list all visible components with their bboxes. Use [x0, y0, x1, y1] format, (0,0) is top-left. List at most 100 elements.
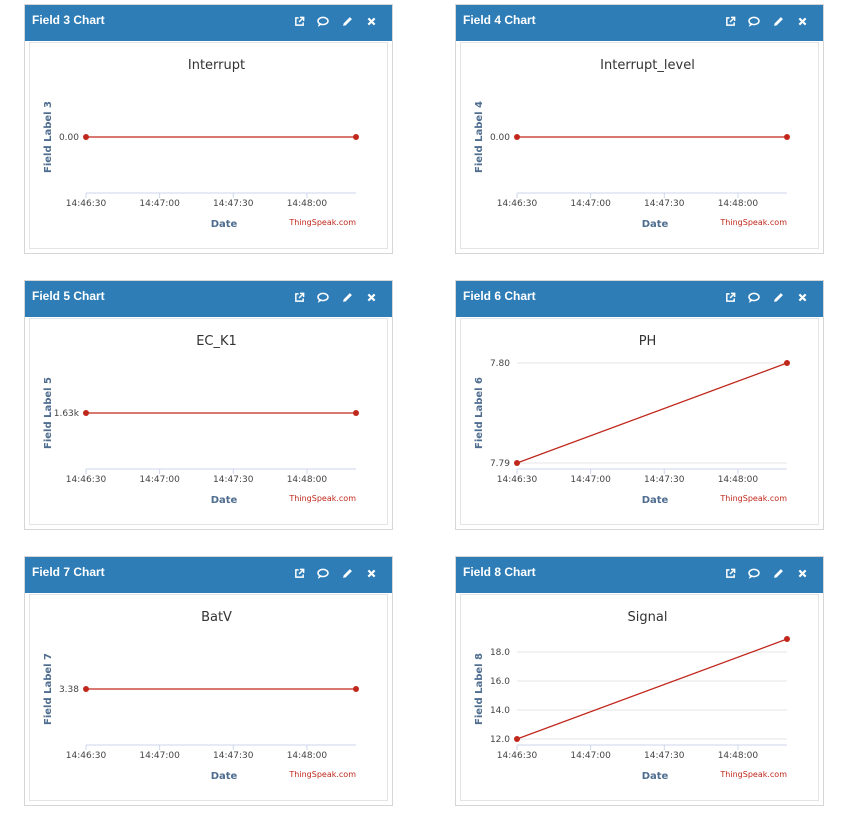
comment-button[interactable] — [747, 566, 761, 580]
chart-area: Interrupt_level Field Label 4 0.00 14:46:30… — [460, 42, 819, 249]
open-external-button[interactable] — [292, 566, 306, 580]
x-tick-label: 14:46:30 — [497, 751, 538, 761]
pencil-icon — [773, 568, 784, 579]
widget-title: Field 7 Chart — [32, 565, 105, 579]
x-tick-label: 14:48:00 — [718, 475, 759, 485]
y-axis-label: Field Label 3 — [43, 101, 54, 173]
x-tick-label: 14:46:30 — [66, 751, 107, 761]
data-point[interactable] — [514, 736, 520, 742]
edit-button[interactable] — [340, 290, 354, 304]
comment-icon — [317, 16, 329, 27]
y-tick-label: 1.63k — [54, 409, 80, 419]
widget-toolbar — [292, 566, 378, 580]
chart-area: BatV Field Label 7 3.38 14:46:30 14:47:00 14:… — [29, 594, 388, 801]
x-tick-label: 14:47:30 — [213, 751, 254, 761]
open-external-button[interactable] — [292, 14, 306, 28]
comment-button[interactable] — [747, 290, 761, 304]
data-point[interactable] — [784, 360, 790, 366]
y-axis-label: Field Label 7 — [43, 653, 54, 725]
close-button[interactable] — [364, 290, 378, 304]
close-button[interactable] — [795, 14, 809, 28]
line-chart: Interrupt_level Field Label 4 0.00 14:46:30… — [474, 58, 790, 230]
close-icon — [367, 293, 376, 302]
widget-title: Field 6 Chart — [463, 289, 536, 303]
edit-button[interactable] — [340, 14, 354, 28]
y-tick-label: 16.0 — [490, 677, 510, 687]
data-point[interactable] — [83, 410, 89, 416]
widget-toolbar — [723, 14, 809, 28]
thingspeak-credit-link[interactable]: ThingSpeak.com — [719, 494, 787, 503]
data-point[interactable] — [83, 134, 89, 140]
data-point[interactable] — [784, 134, 790, 140]
close-button[interactable] — [795, 566, 809, 580]
data-point[interactable] — [784, 636, 790, 642]
thingspeak-credit-link[interactable]: ThingSpeak.com — [288, 494, 356, 503]
edit-button[interactable] — [771, 14, 785, 28]
open-external-icon — [294, 16, 305, 27]
comment-button[interactable] — [316, 290, 330, 304]
edit-button[interactable] — [771, 566, 785, 580]
x-tick-label: 14:47:00 — [570, 751, 611, 761]
close-button[interactable] — [364, 566, 378, 580]
y-axis-label: Field Label 4 — [474, 101, 485, 173]
data-point[interactable] — [514, 134, 520, 140]
thingspeak-credit-link[interactable]: ThingSpeak.com — [288, 218, 356, 227]
thingspeak-credit-link[interactable]: ThingSpeak.com — [719, 770, 787, 779]
close-icon — [798, 569, 807, 578]
open-external-button[interactable] — [723, 566, 737, 580]
widget-toolbar — [723, 290, 809, 304]
x-tick-label: 14:48:00 — [718, 199, 759, 209]
chart-widget-field4: Field 4 Chart Interrupt_level Field Label … — [455, 4, 824, 254]
series-line — [516, 638, 788, 740]
y-tick-label: 0.00 — [59, 133, 79, 143]
chart-area: PH Field Label 6 7.79 7.80 14:46:30 14:47:00 1… — [460, 318, 819, 525]
data-point[interactable] — [353, 686, 359, 692]
close-icon — [367, 17, 376, 26]
x-axis-label: Date — [211, 771, 238, 782]
data-point[interactable] — [83, 686, 89, 692]
x-tick-label: 14:47:30 — [644, 475, 685, 485]
pencil-icon — [342, 568, 353, 579]
x-axis-label: Date — [642, 495, 669, 506]
widget-toolbar — [292, 290, 378, 304]
comment-button[interactable] — [747, 14, 761, 28]
chart-area: EC_K1 Field Label 5 1.63k 14:46:30 14:47:00 1… — [29, 318, 388, 525]
comment-button[interactable] — [316, 566, 330, 580]
thingspeak-credit-link[interactable]: ThingSpeak.com — [288, 770, 356, 779]
data-point[interactable] — [353, 134, 359, 140]
x-tick-label: 14:48:00 — [287, 475, 328, 485]
chart-title: BatV — [201, 610, 232, 625]
open-external-icon — [294, 568, 305, 579]
x-tick-label: 14:48:00 — [287, 751, 328, 761]
open-external-button[interactable] — [723, 14, 737, 28]
chart-title: Interrupt_level — [600, 58, 695, 73]
pencil-icon — [342, 292, 353, 303]
close-button[interactable] — [795, 290, 809, 304]
edit-button[interactable] — [340, 566, 354, 580]
y-tick-label: 7.80 — [490, 359, 510, 369]
y-tick-label: 18.0 — [490, 648, 510, 658]
comment-icon — [317, 292, 329, 303]
x-tick-label: 14:48:00 — [287, 199, 328, 209]
data-point[interactable] — [353, 410, 359, 416]
close-icon — [798, 293, 807, 302]
y-tick-label: 7.79 — [490, 459, 510, 469]
chart-widget-field7: Field 7 Chart BatV Field Label 7 3.38 14:46:… — [24, 556, 393, 806]
comment-button[interactable] — [316, 14, 330, 28]
line-chart: PH Field Label 6 7.79 7.80 14:46:30 14:47:00 1… — [474, 334, 790, 506]
x-tick-label: 14:47:00 — [570, 199, 611, 209]
data-point[interactable] — [514, 460, 520, 466]
chart-title: Interrupt — [188, 58, 245, 73]
y-tick-label: 14.0 — [490, 706, 510, 716]
pencil-icon — [773, 16, 784, 27]
close-button[interactable] — [364, 14, 378, 28]
open-external-button[interactable] — [723, 290, 737, 304]
open-external-button[interactable] — [292, 290, 306, 304]
comment-icon — [748, 292, 760, 303]
edit-button[interactable] — [771, 290, 785, 304]
chart-widget-field8: Field 8 Chart Signal Field Label 8 12.0 14.0… — [455, 556, 824, 806]
x-tick-label: 14:46:30 — [66, 199, 107, 209]
thingspeak-credit-link[interactable]: ThingSpeak.com — [719, 218, 787, 227]
widget-header: Field 8 Chart — [456, 557, 823, 593]
x-tick-label: 14:47:00 — [139, 751, 180, 761]
